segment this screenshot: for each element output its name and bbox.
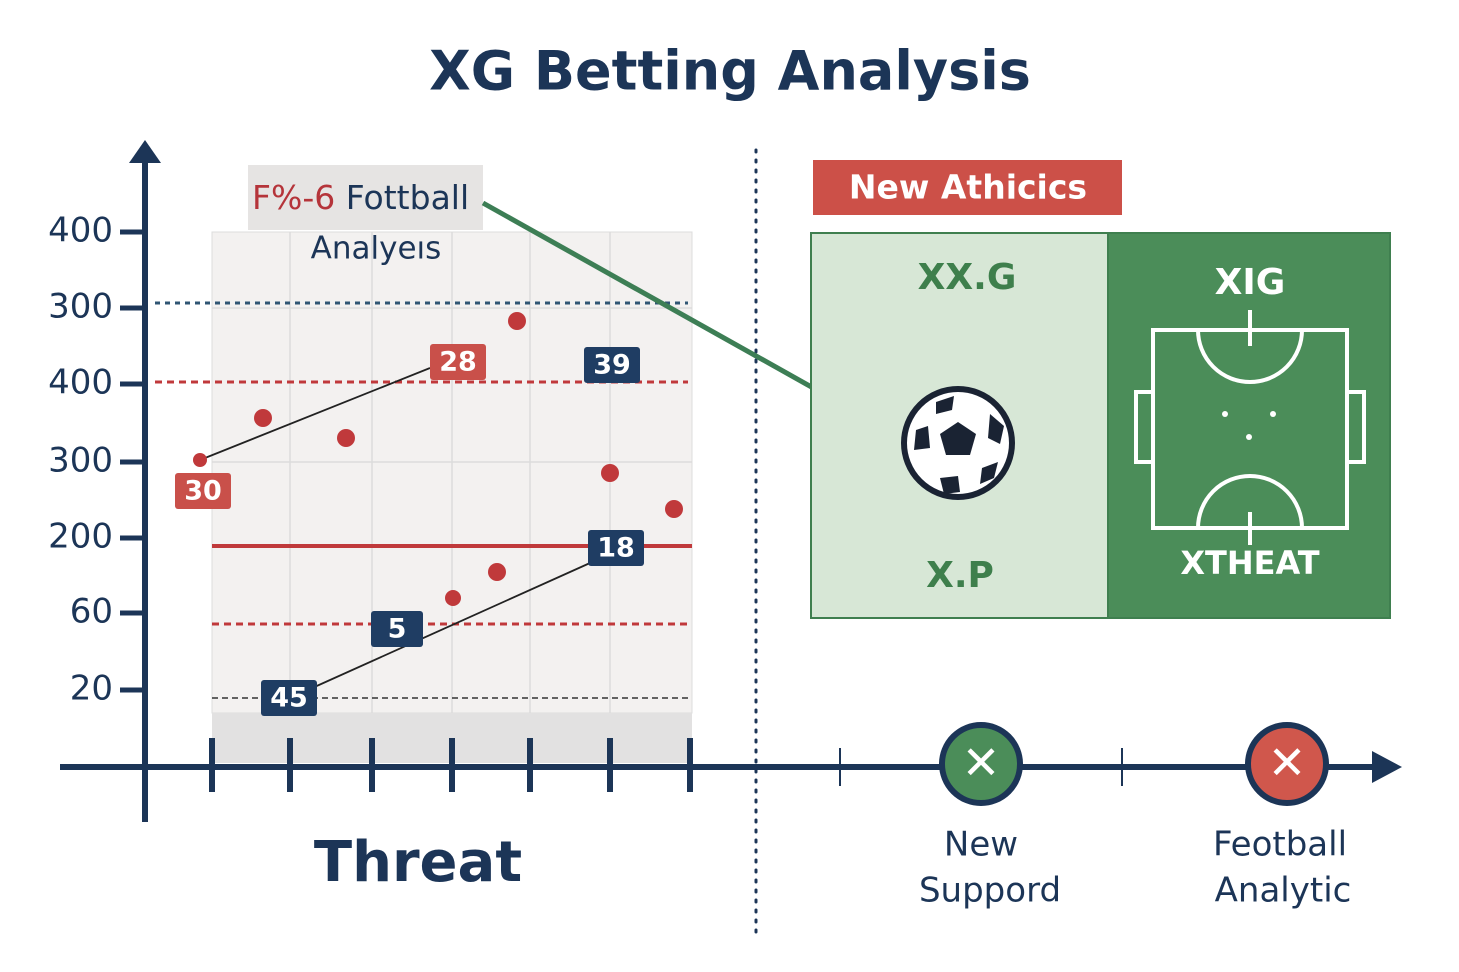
- arrow: [1372, 751, 1402, 783]
- title: XG Betting Analysis: [429, 40, 1031, 103]
- marker-label: New: [944, 825, 1018, 865]
- marker-icon: ✕: [962, 736, 1001, 790]
- metrics-title: New Athicics: [849, 168, 1087, 207]
- arrow: [129, 140, 161, 163]
- badge: [430, 344, 486, 380]
- y-label: 20: [70, 669, 113, 709]
- metric-label: XTHEAT: [1180, 544, 1319, 582]
- x-ticks: [209, 738, 693, 792]
- marker-label: Analytic: [1215, 871, 1352, 911]
- marker-label: Suppord: [919, 871, 1061, 911]
- badge: [261, 680, 317, 716]
- panel-sublabel: Analyeıs: [311, 231, 442, 267]
- pitch-dots: [1222, 411, 1276, 440]
- metrics-title-box: [813, 160, 1122, 215]
- badge-label: 5: [388, 614, 407, 645]
- badge-label: 18: [597, 533, 635, 564]
- marker-icon: ✕: [1268, 736, 1307, 790]
- label-box: [248, 165, 483, 230]
- panel-label: F%-6 Fottball: [252, 178, 469, 217]
- badge-label: 30: [184, 476, 222, 507]
- marker[interactable]: [939, 722, 1023, 806]
- badge: [371, 611, 423, 647]
- trend-line: [199, 367, 431, 461]
- badge-label: 45: [270, 683, 308, 714]
- metric-label: XX.G: [918, 257, 1017, 298]
- y-label: 400: [48, 363, 113, 403]
- trend-line: [289, 562, 591, 699]
- metric-label: XIG: [1215, 262, 1286, 303]
- badge: [584, 347, 640, 383]
- badge-label: 39: [593, 350, 631, 381]
- y-ticks: [120, 229, 145, 693]
- badge-label: 28: [439, 347, 477, 378]
- marker-label: Feotball: [1213, 825, 1347, 865]
- badge: [175, 473, 231, 509]
- metric-label: X.P: [926, 555, 994, 596]
- y-label: 60: [70, 592, 113, 632]
- badge: [588, 530, 644, 566]
- y-label: 300: [48, 441, 113, 481]
- y-label: 200: [48, 517, 113, 557]
- marker[interactable]: [1245, 722, 1329, 806]
- ball-icon: [901, 386, 1015, 500]
- x-ticks: [839, 748, 1123, 786]
- pitch-icon: [1134, 310, 1366, 545]
- grid: [212, 232, 692, 713]
- dots: [193, 312, 683, 606]
- y-label: 400: [48, 211, 113, 251]
- y-label: 300: [48, 287, 113, 327]
- x-axis-label: Threat: [314, 830, 522, 895]
